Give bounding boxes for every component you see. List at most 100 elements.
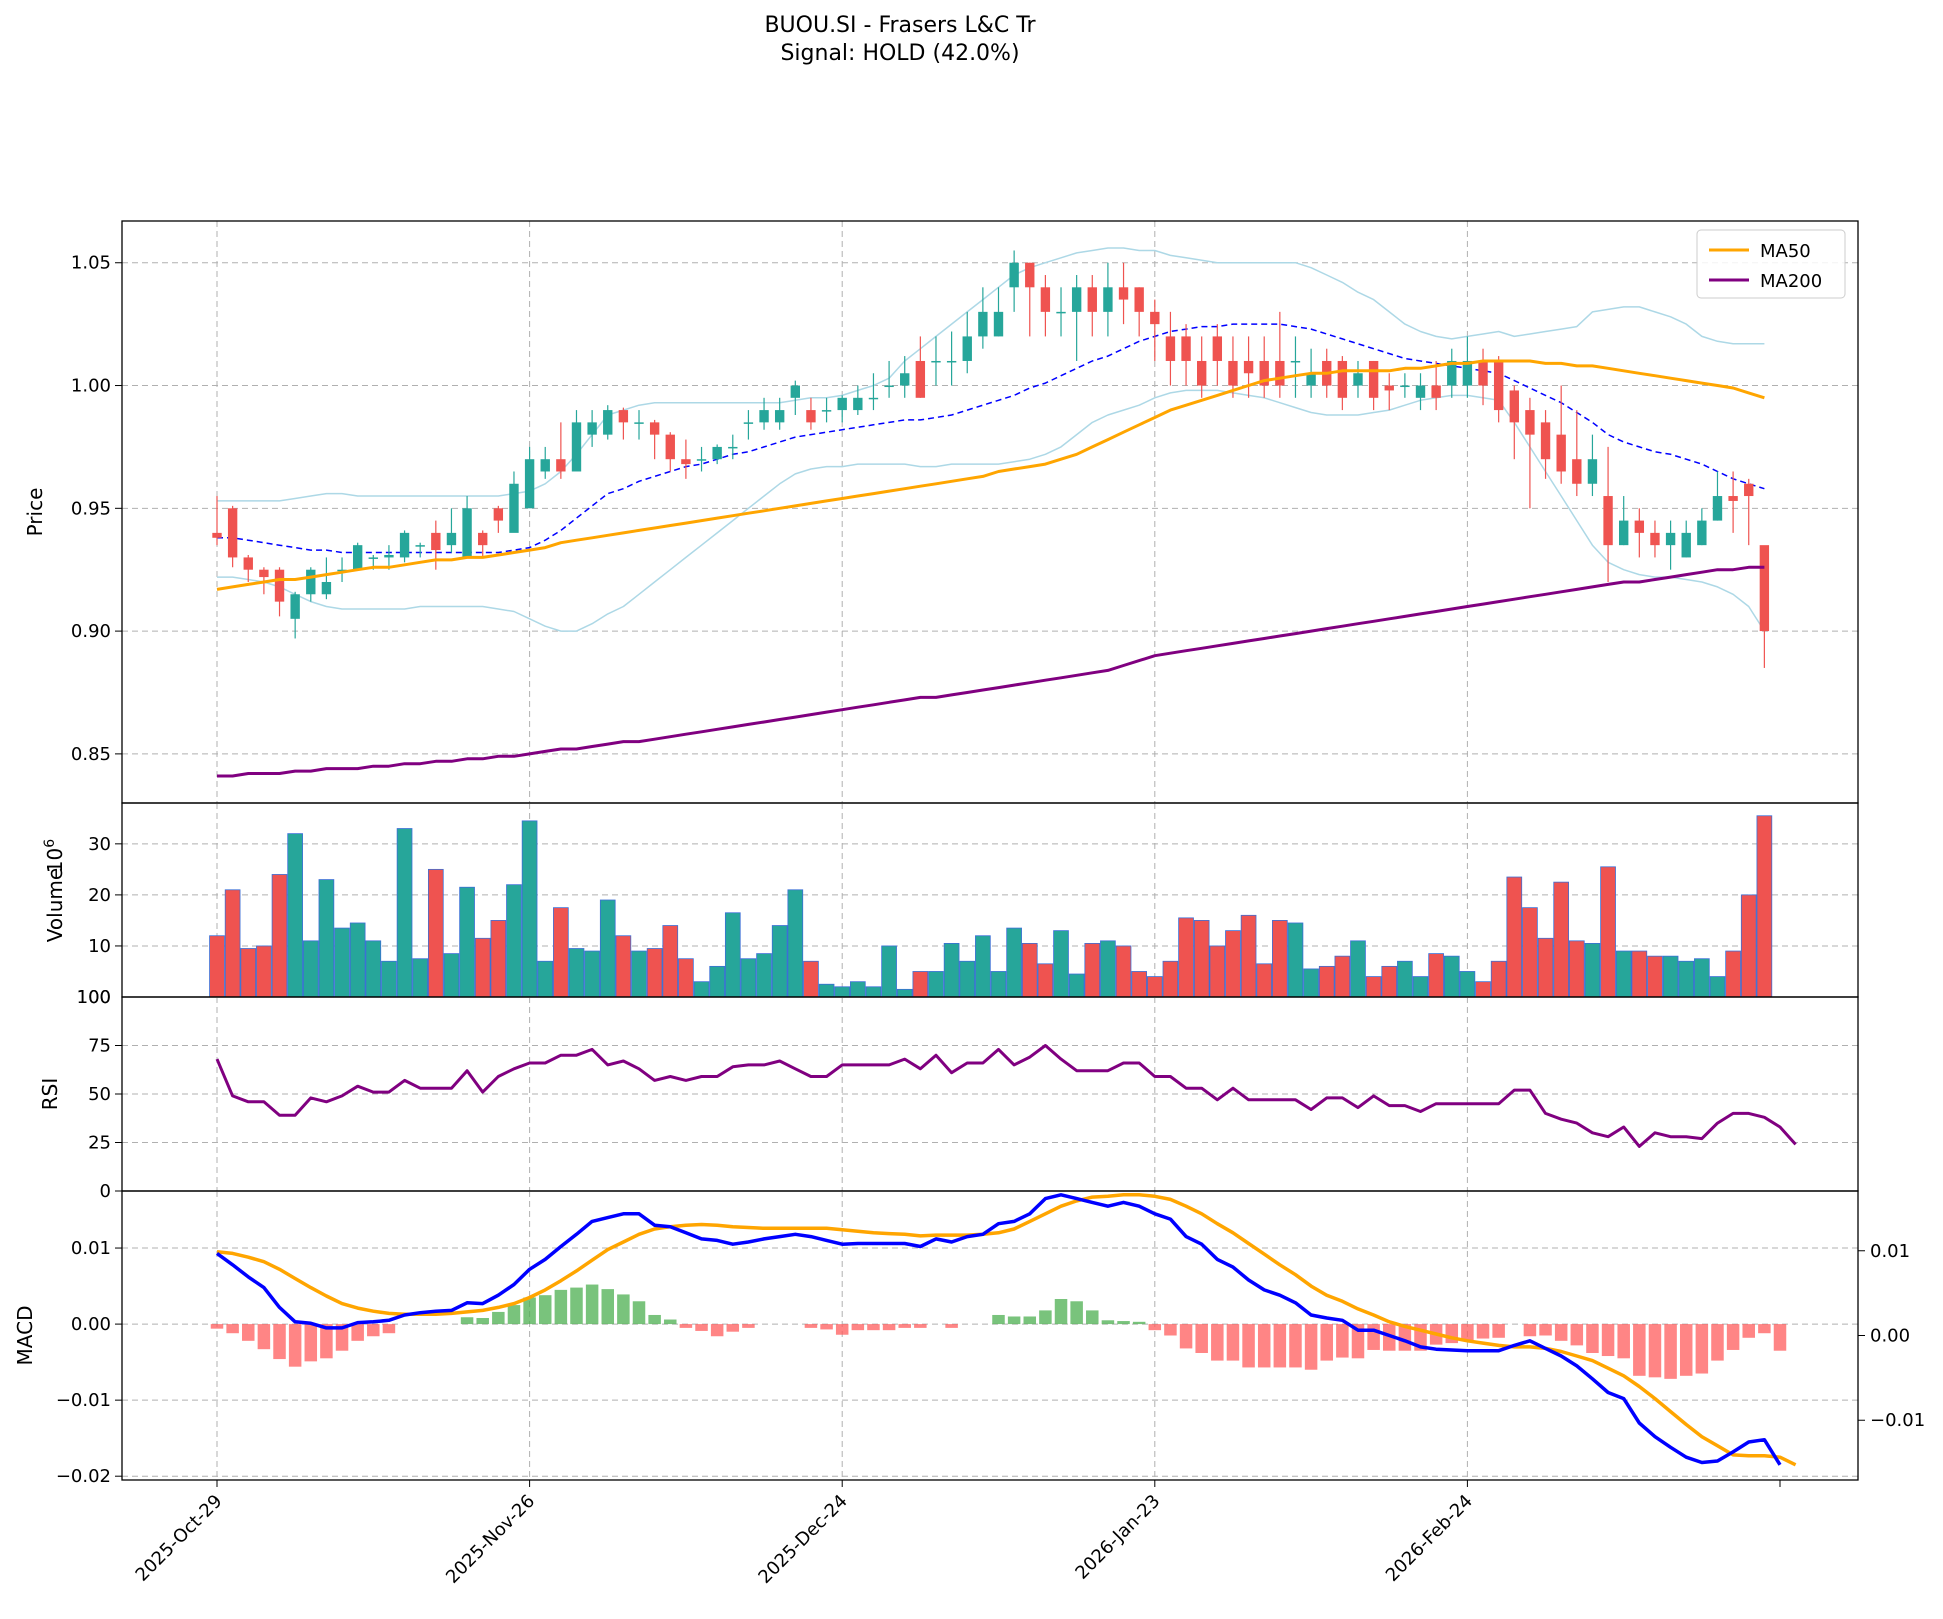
macd-hist-bar-16 [460, 1317, 474, 1325]
macd-hist-bar-34 [742, 1324, 755, 1328]
macd-hist-bar-18 [492, 1311, 505, 1325]
macd-hist-bar-27 [632, 1301, 646, 1325]
volume-bar-9 [349, 922, 366, 998]
macd-ytick-1: −0.01 [56, 1390, 111, 1411]
volume-bar-49 [975, 935, 991, 998]
macd-hist-bar-90 [1617, 1324, 1630, 1359]
candle-body-35 [759, 410, 769, 423]
volume-bar-65 [1225, 930, 1241, 998]
volume-bar-8 [334, 927, 350, 998]
candle-body-48 [962, 336, 972, 361]
volume-bar-81 [1475, 981, 1491, 998]
macd-hist-bar-3 [257, 1324, 271, 1350]
candle-body-4 [274, 569, 285, 602]
macd-line [215, 1193, 1782, 1466]
macd-right-ytick-0: −0.01 [1870, 1410, 1925, 1431]
volume-bar-11 [381, 960, 397, 998]
volume-bar-54 [1053, 930, 1069, 998]
volume-bar-57 [1100, 940, 1116, 998]
price-panel: 0.85 0.90 0.95 1.00 1.05 Price [23, 220, 1859, 804]
candle-body-36 [774, 410, 785, 423]
volume-bar-7 [318, 879, 335, 998]
rsi-ytick-1: 25 [88, 1133, 111, 1154]
candle-body-39 [821, 410, 832, 412]
candle-body-15 [446, 532, 457, 546]
candle-body-83 [1509, 390, 1519, 423]
macd-hist-bar-92 [1648, 1324, 1662, 1378]
macd-hist-bar-41 [851, 1324, 865, 1331]
volume-bar-83 [1506, 876, 1523, 998]
volume-ytick-base: 100 [77, 987, 111, 1008]
volume-bar-77 [1412, 976, 1429, 998]
macd-hist-bar-75 [1382, 1324, 1396, 1351]
candle-body-54 [1056, 311, 1066, 314]
candle-body-75 [1384, 385, 1394, 391]
volume-bar-71 [1318, 965, 1335, 998]
macd-hist-bar-52 [1023, 1316, 1037, 1325]
rsi-panel: 0 25 50 75 100 RSI [38, 987, 1859, 1202]
candle-body-7 [321, 581, 332, 595]
volume-bar-28 [646, 948, 663, 998]
volume-bar-22 [553, 907, 569, 998]
volume-bar-37 [787, 889, 804, 998]
macd-hist-bar-43 [882, 1324, 896, 1331]
price-ylabel: Price [23, 488, 47, 537]
macd-hist-bar-63 [1195, 1324, 1208, 1353]
macd-hist-bar-11 [382, 1324, 396, 1334]
volume-bar-91 [1631, 950, 1648, 998]
candle-body-63 [1197, 360, 1207, 386]
volume-bar-48 [959, 960, 976, 998]
macd-hist-bar-84 [1523, 1324, 1537, 1337]
candle-body-61 [1165, 336, 1176, 361]
candle-body-5 [290, 594, 300, 619]
candle-body-59 [1134, 287, 1144, 312]
candle-body-70 [1306, 373, 1316, 386]
candle-body-10 [368, 557, 378, 559]
macd-hist-bar-61 [1164, 1324, 1177, 1336]
volume-bar-87 [1568, 940, 1585, 998]
macd-hist-bar-22 [554, 1289, 568, 1325]
volume-bar-66 [1240, 914, 1257, 998]
macd-hist-bar-70 [1304, 1324, 1318, 1370]
macd-hist-bar-91 [1633, 1324, 1646, 1376]
macd-hist-bar-4 [273, 1324, 286, 1360]
candle-body-44 [900, 373, 910, 386]
candle-body-55 [1071, 287, 1082, 312]
volume-bar-84 [1522, 907, 1538, 998]
macd-hist-bar-47 [945, 1324, 958, 1328]
volume-bar-68 [1272, 920, 1288, 998]
volume-bar-85 [1537, 937, 1554, 998]
macd-hist-bar-7 [320, 1324, 333, 1359]
volume-bar-50 [990, 971, 1007, 998]
candle-body-97 [1728, 496, 1738, 501]
volume-bar-12 [396, 828, 413, 998]
volume-bar-46 [928, 971, 944, 998]
candle-body-28 [649, 422, 660, 435]
candle-body-82 [1493, 360, 1504, 411]
macd-hist-bar-26 [617, 1294, 630, 1325]
candle-body-13 [415, 545, 425, 547]
candle-body-77 [1415, 385, 1426, 398]
volume-bar-97 [1725, 950, 1741, 998]
macd-hist-bar-97 [1726, 1324, 1740, 1350]
volume-bar-80 [1459, 971, 1476, 998]
candle-body-64 [1212, 336, 1223, 361]
volume-bar-15 [443, 953, 460, 998]
ma200-line [217, 565, 1765, 778]
volume-bar-62 [1178, 917, 1194, 998]
candle-body-65 [1228, 360, 1238, 386]
macd-ylabel: MACD [13, 1306, 37, 1366]
macd-hist-bar-86 [1554, 1324, 1568, 1341]
macd-hist-bar-93 [1664, 1324, 1677, 1379]
legend-ma50-label: MA50 [1760, 241, 1811, 262]
candle-body-32 [712, 446, 722, 460]
volume-bar-89 [1600, 866, 1616, 998]
candle-body-72 [1337, 360, 1348, 398]
macd-hist-bar-21 [538, 1295, 552, 1325]
candle-body-40 [837, 397, 847, 411]
candle-body-33 [728, 446, 738, 449]
macd-hist-bar-30 [679, 1324, 693, 1328]
candle-body-6 [306, 569, 316, 595]
volume-bar-13 [412, 958, 429, 998]
